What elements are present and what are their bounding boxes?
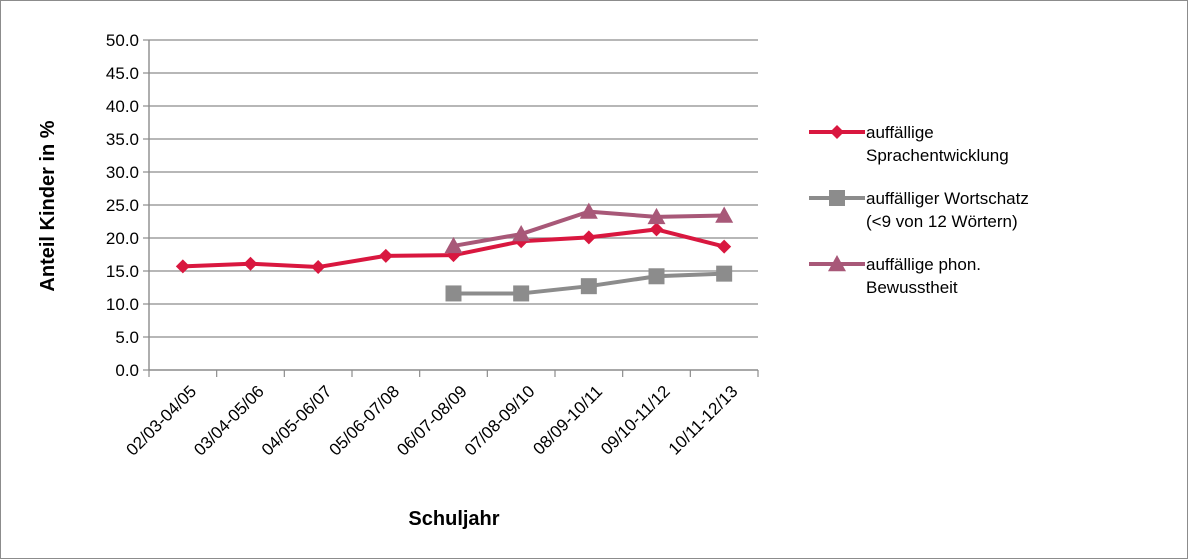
series-3 — [444, 202, 734, 254]
data-point — [715, 206, 734, 223]
data-point — [445, 285, 462, 302]
data-point — [512, 225, 531, 242]
data-point — [717, 239, 732, 254]
x-tick-label: 03/04-05/06 — [190, 382, 268, 460]
x-tick-label: 06/07-08/09 — [393, 382, 471, 460]
legend-marker — [829, 190, 845, 206]
y-tick-label: 5.0 — [115, 328, 139, 347]
legend: auffällige Sprachentwicklung auffälliger W… — [809, 123, 1029, 297]
y-tick-label: 0.0 — [115, 361, 139, 380]
data-point — [580, 278, 597, 295]
data-point — [716, 265, 733, 282]
x-tick-label: 07/08-09/10 — [461, 382, 539, 460]
legend-entry: auffälliger Wortschatz (<9 von 12 Wörtern… — [809, 189, 1029, 231]
data-point — [648, 268, 665, 285]
x-tick-label: 02/03-04/05 — [123, 382, 201, 460]
legend-label: Sprachentwicklung — [866, 146, 1009, 165]
x-tick-label: 08/09-10/11 — [529, 382, 606, 459]
x-tick-label: 05/06-07/08 — [326, 382, 404, 460]
data-point — [378, 248, 393, 263]
data-point — [647, 207, 666, 225]
legend-marker — [828, 255, 846, 272]
data-point — [243, 256, 258, 271]
legend-label: (<9 von 12 Wörtern) — [866, 212, 1018, 231]
legend-label: Bewusstheit — [866, 278, 958, 297]
legend-entry: auffällige phon. Bewusstheit — [809, 255, 981, 297]
x-tick-label: 09/10-11/12 — [597, 382, 674, 459]
y-tick-label: 30.0 — [106, 163, 139, 182]
y-tick-label: 20.0 — [106, 229, 139, 248]
y-tick-label: 15.0 — [106, 262, 139, 281]
y-axis-title: Anteil Kinder in % — [37, 120, 59, 291]
x-tick-label: 04/05-06/07 — [258, 382, 336, 460]
data-point — [175, 259, 190, 274]
data-point — [444, 236, 463, 254]
data-point — [513, 285, 530, 302]
x-tick-label: 10/11-12/13 — [665, 382, 742, 459]
y-tick-label: 45.0 — [106, 64, 139, 83]
legend-label: auffällige — [866, 123, 934, 142]
y-tick-label: 35.0 — [106, 130, 139, 149]
y-tick-label: 25.0 — [106, 196, 139, 215]
legend-label: auffällige phon. — [866, 255, 981, 274]
y-tick-label: 40.0 — [106, 97, 139, 116]
data-point — [579, 202, 598, 219]
x-axis-title: Schuljahr — [408, 508, 499, 530]
data-point — [581, 230, 596, 245]
series-2 — [445, 265, 733, 302]
data-point — [311, 260, 326, 275]
gridlines — [149, 39, 758, 338]
series-lines — [175, 202, 734, 302]
legend-label: auffälliger Wortschatz — [866, 189, 1029, 208]
y-tick-label: 10.0 — [106, 295, 139, 314]
legend-marker — [830, 125, 844, 139]
y-tick-label: 50.0 — [106, 31, 139, 50]
data-point — [649, 222, 664, 237]
legend-entry: auffällige Sprachentwicklung — [809, 123, 1009, 165]
axes: 0.0 5.0 10.0 15.0 20.0 25.0 30.0 35.0 40.0 45.0 50… — [106, 31, 759, 460]
